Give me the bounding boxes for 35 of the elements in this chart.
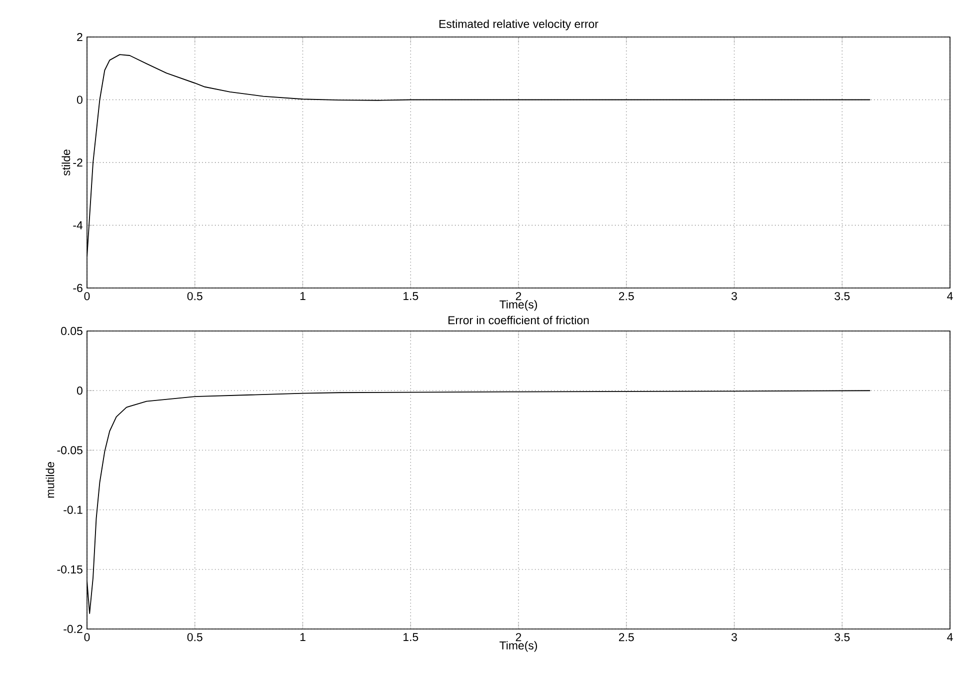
x-tick-label: 0 bbox=[84, 633, 90, 642]
y-axis-title: mutilde bbox=[46, 462, 54, 498]
x-tick-label: 0.5 bbox=[187, 633, 202, 642]
x-tick-label: 2.5 bbox=[618, 292, 634, 300]
x-tick-label: 2 bbox=[516, 633, 522, 642]
x-tick-label: 3 bbox=[732, 633, 737, 642]
x-axis-title: Time(s) bbox=[500, 641, 538, 652]
x-tick-label: 1.5 bbox=[404, 633, 418, 642]
y-tick-label: 2 bbox=[77, 32, 82, 42]
x-tick-label: 0 bbox=[84, 292, 90, 300]
y-axis-title: stilde bbox=[62, 150, 70, 176]
y-tick-label: -0.15 bbox=[57, 565, 82, 574]
x-axis-title: Time(s) bbox=[500, 300, 538, 311]
x-tick-label: 0.5 bbox=[187, 292, 202, 300]
x-tick-label: 4 bbox=[947, 292, 953, 300]
x-tick-label: 1 bbox=[300, 292, 306, 300]
y-tick-label: 0 bbox=[76, 96, 82, 104]
chart-title: Estimated relative velocity error bbox=[439, 20, 598, 30]
y-tick-label: -0.1 bbox=[64, 506, 82, 514]
y-tick-label: -2 bbox=[73, 158, 82, 166]
x-tick-label: 1.5 bbox=[404, 292, 418, 300]
y-tick-label: -4 bbox=[73, 221, 83, 230]
x-tick-label: 3.5 bbox=[834, 633, 850, 642]
x-tick-label: 3.5 bbox=[834, 292, 850, 300]
y-tick-label: -0.2 bbox=[64, 624, 82, 634]
x-tick-label: 4 bbox=[947, 633, 953, 641]
x-tick-label: 2 bbox=[516, 292, 522, 300]
y-tick-label: 0 bbox=[76, 386, 82, 395]
y-tick-label: -0.05 bbox=[57, 446, 82, 454]
x-tick-label: 3 bbox=[732, 292, 737, 300]
y-tick-label: 0.05 bbox=[61, 326, 82, 336]
y-tick-label: -6 bbox=[73, 284, 82, 292]
chart-title: Error in coefficient of friction bbox=[448, 316, 589, 324]
x-tick-label: 1 bbox=[300, 633, 306, 641]
x-tick-label: 2.5 bbox=[618, 633, 634, 642]
